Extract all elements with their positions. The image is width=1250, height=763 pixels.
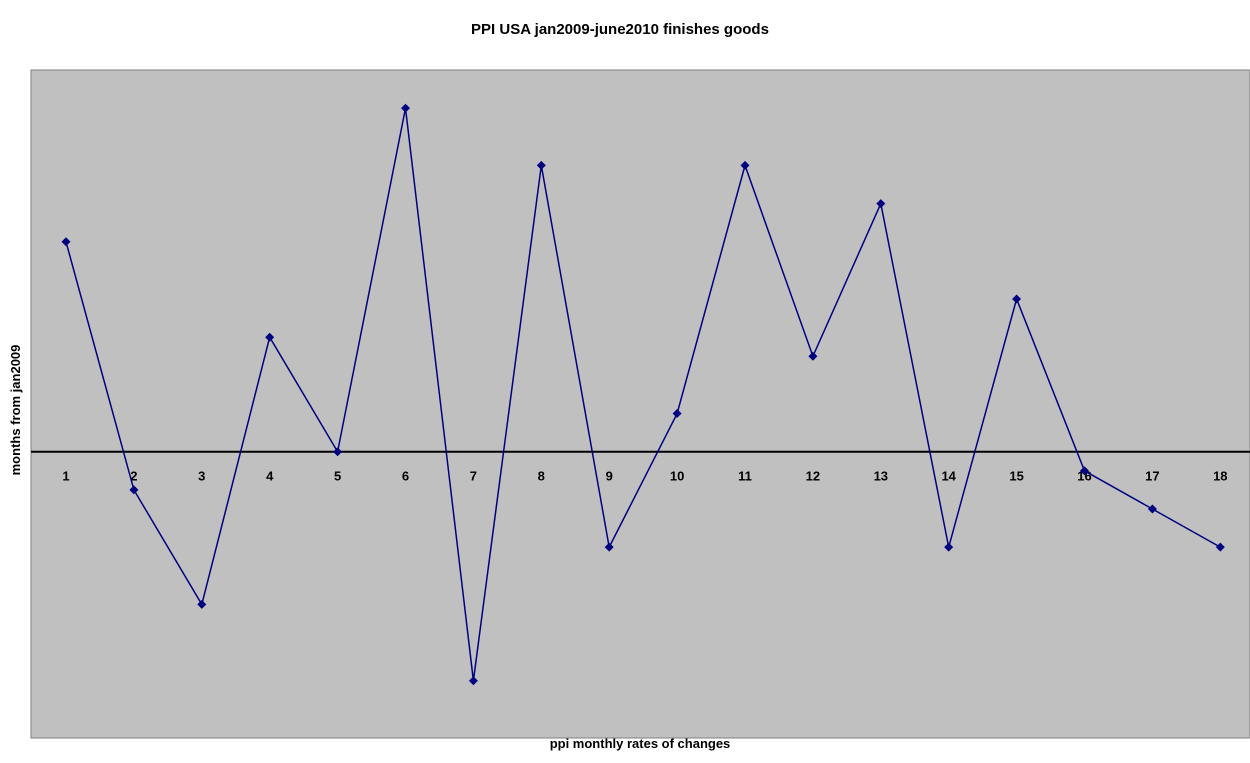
y-axis-label: months from jan2009: [8, 345, 23, 476]
data-point-marker: [536, 160, 546, 170]
x-tick-label: 6: [402, 469, 409, 484]
x-tick-label: 13: [874, 469, 888, 484]
plot-area: [30, 69, 1250, 739]
x-tick-label: 9: [606, 469, 613, 484]
data-point-marker: [604, 542, 614, 552]
data-point-marker: [401, 103, 410, 113]
x-tick-label: 11: [738, 469, 752, 484]
data-point-marker: [1147, 504, 1157, 514]
data-point-marker: [1012, 294, 1022, 304]
x-tick-label: 14: [941, 469, 956, 484]
data-point-marker: [1080, 466, 1089, 476]
series-line: [65, 108, 1221, 681]
x-tick-label: 15: [1009, 469, 1023, 484]
x-tick-label: 18: [1213, 469, 1227, 484]
data-point-marker: [197, 599, 207, 609]
data-point-marker: [808, 351, 818, 361]
x-tick-label: 2: [130, 469, 137, 484]
x-tick-label: 7: [470, 469, 477, 484]
data-point-marker: [672, 409, 682, 419]
data-point-marker: [468, 676, 478, 686]
data-point-marker: [129, 485, 139, 495]
x-tick-label: 4: [266, 469, 274, 484]
data-point-marker: [61, 237, 71, 247]
x-tick-labels: 1 2 3 4 5 6 7 8 9 10 11 12 13 14 15 16 17 18: [62, 469, 1227, 484]
x-axis-label: ppi monthly rates of changes: [550, 736, 731, 751]
data-point-marker: [1215, 542, 1225, 552]
data-point-marker: [876, 199, 886, 209]
x-tick-label: 10: [670, 469, 684, 484]
x-tick-label: 5: [334, 469, 341, 484]
x-tick-label: 1: [62, 469, 69, 484]
data-point-marker: [740, 160, 750, 170]
chart-title: PPI USA jan2009-june2010 finishes goods: [471, 21, 769, 38]
x-tick-label: 3: [198, 469, 205, 484]
data-point-marker: [333, 447, 343, 457]
x-tick-label: 17: [1145, 469, 1159, 484]
data-point-marker: [944, 542, 954, 552]
x-tick-label: 8: [538, 469, 545, 484]
data-point-marker: [265, 332, 275, 342]
x-tick-label: 12: [806, 469, 820, 484]
data-points: [61, 103, 1225, 686]
